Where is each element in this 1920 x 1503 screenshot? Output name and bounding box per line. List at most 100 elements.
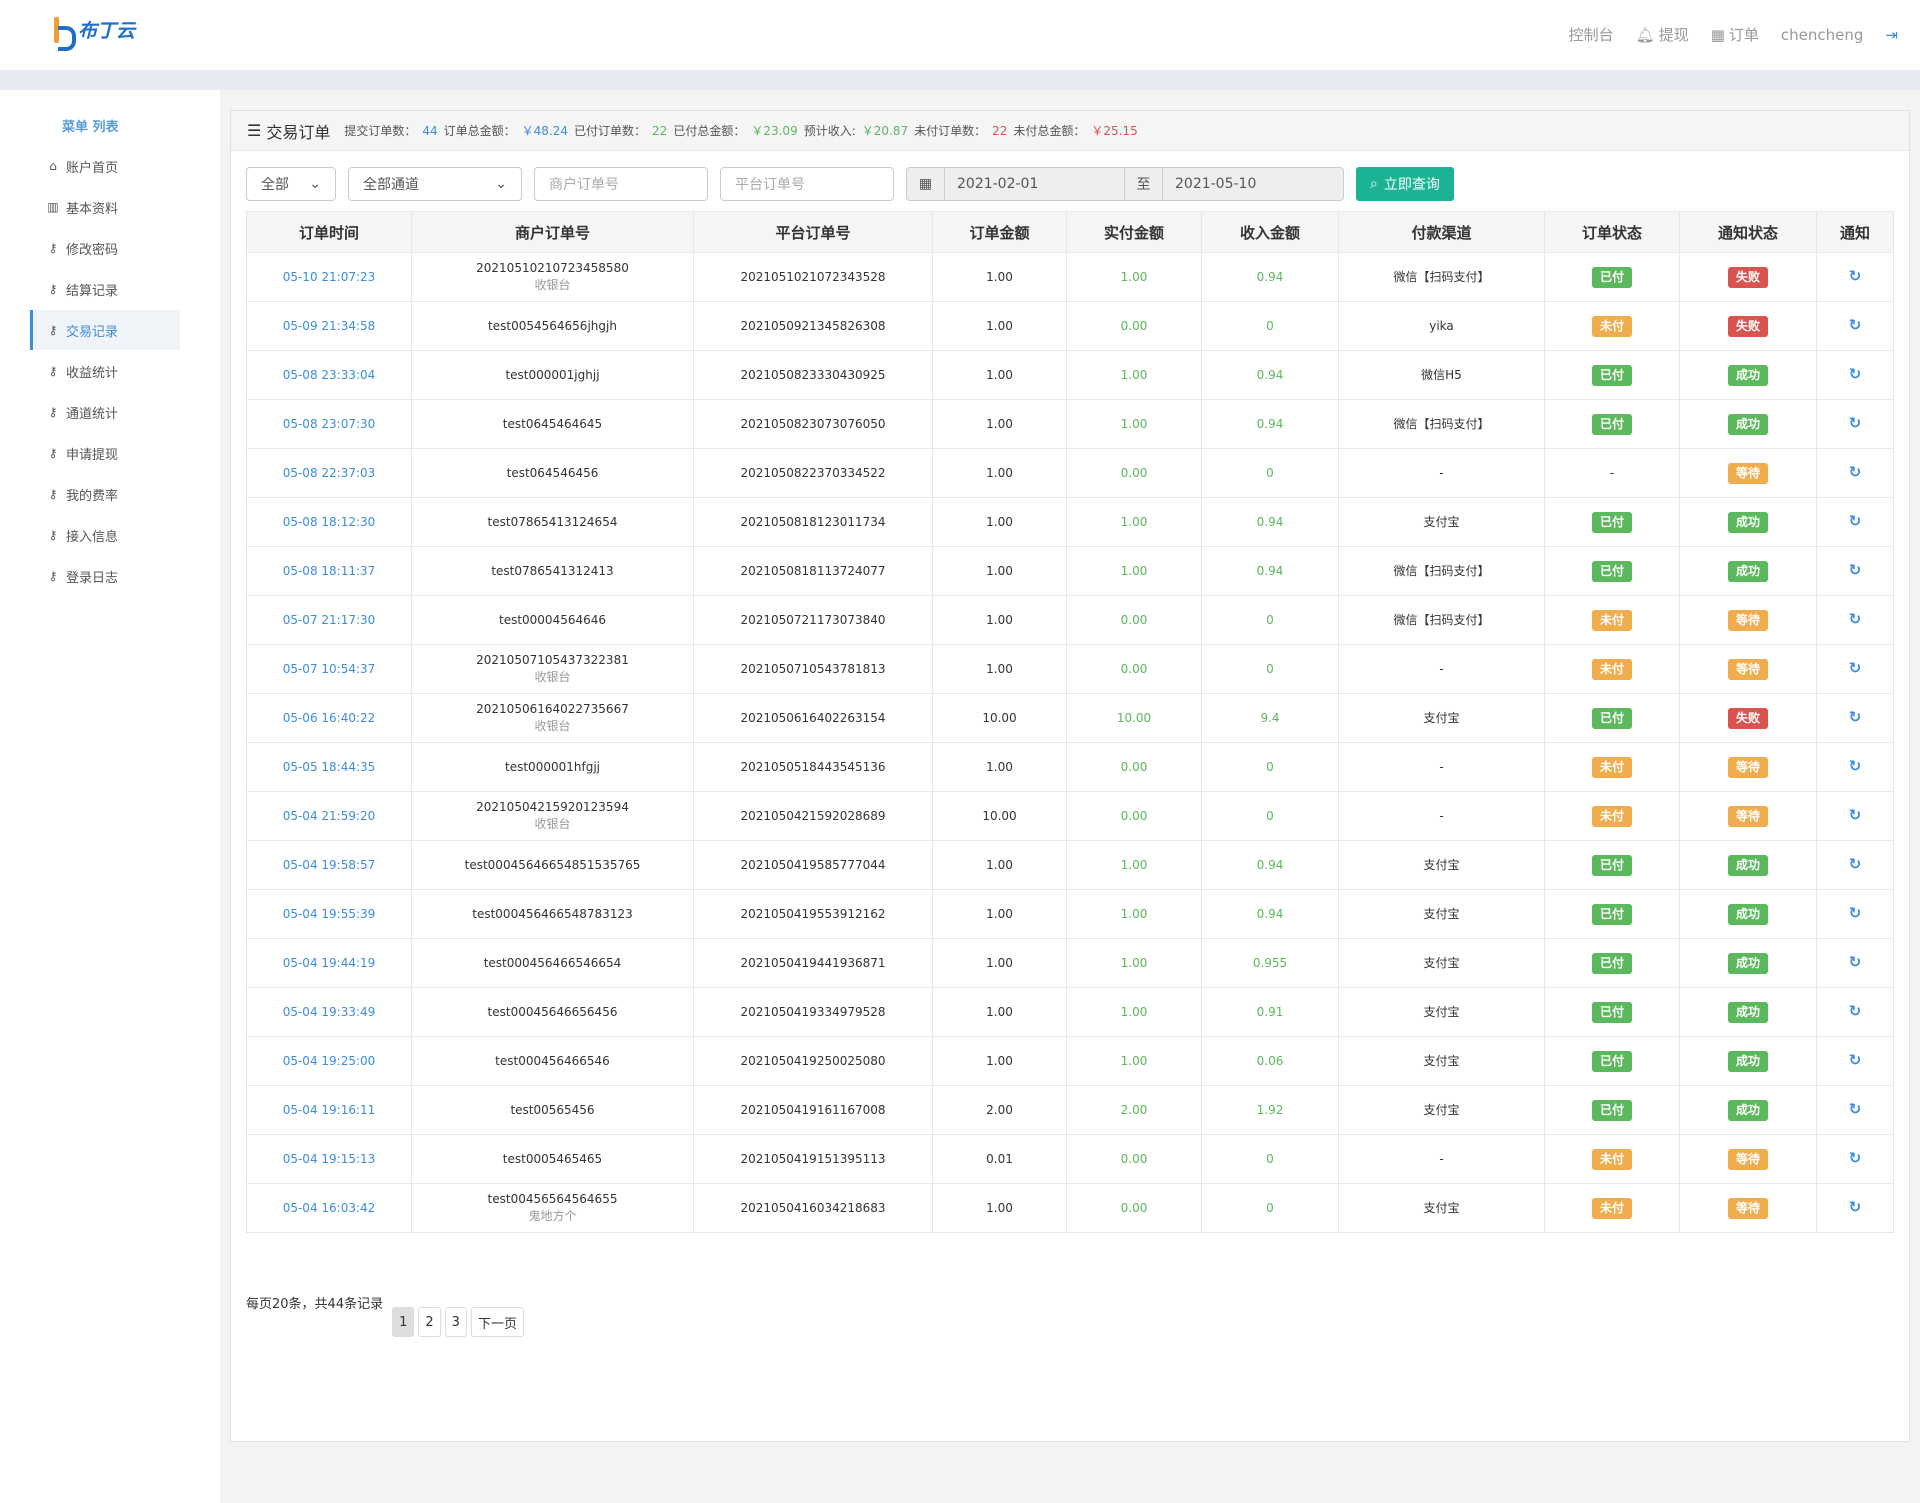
nav-withdraw[interactable]: 🔔︎ 提现 [1636, 24, 1689, 45]
refresh-icon[interactable]: ↻ [1848, 414, 1862, 432]
page-button[interactable]: 3 [444, 1307, 467, 1337]
order-time[interactable]: 05-08 23:33:04 [246, 350, 412, 400]
order-time[interactable]: 05-04 19:55:39 [246, 889, 412, 939]
sidebar-item[interactable]: ⚷ 收益统计 [30, 351, 180, 391]
stat-label: 未付订单数： [914, 124, 987, 138]
order-time[interactable]: 05-04 21:59:20 [246, 791, 412, 841]
order-time[interactable]: 05-07 21:17:30 [246, 595, 412, 645]
sidebar-item[interactable]: ⚷ 申请提现 [30, 433, 180, 473]
sidebar-item[interactable]: ⚷ 接入信息 [30, 515, 180, 555]
key-icon: ⚷ [48, 241, 58, 255]
next-page-button[interactable]: 下一页 [470, 1307, 524, 1337]
refresh-icon[interactable]: ↻ [1848, 1051, 1862, 1069]
platform-order-input[interactable]: 平台订单号 [720, 167, 894, 201]
nav-user[interactable]: chencheng [1781, 24, 1864, 45]
sidebar-item[interactable]: ⚷ 通道统计 [30, 392, 180, 432]
paid-amount: 1.00 [1066, 1036, 1202, 1086]
refresh-icon[interactable]: ↻ [1848, 757, 1862, 775]
stat-unpaid-total: ￥25.15 [1091, 124, 1138, 138]
order-time[interactable]: 05-06 16:40:22 [246, 693, 412, 743]
order-time[interactable]: 05-09 21:34:58 [246, 301, 412, 351]
order-amount: 10.00 [932, 693, 1067, 743]
refresh-icon[interactable]: ↻ [1848, 1149, 1862, 1167]
refresh-icon[interactable]: ↻ [1848, 463, 1862, 481]
page-button[interactable]: 2 [418, 1307, 441, 1337]
refresh-icon[interactable]: ↻ [1848, 512, 1862, 530]
refresh-icon[interactable]: ↻ [1848, 953, 1862, 971]
date-to-input[interactable]: 2021-05-10 [1175, 176, 1257, 192]
income-amount: 0.94 [1201, 497, 1339, 547]
order-time[interactable]: 05-04 19:16:11 [246, 1085, 412, 1135]
order-amount: 1.00 [932, 742, 1067, 792]
order-time[interactable]: 05-08 22:37:03 [246, 448, 412, 498]
notify-cell: ↻ [1816, 938, 1894, 988]
refresh-icon[interactable]: ↻ [1848, 610, 1862, 628]
order-status-cell: 已付 [1544, 546, 1680, 596]
status-select[interactable]: 全部 ⌄ [246, 167, 336, 201]
refresh-icon[interactable]: ↻ [1848, 1100, 1862, 1118]
refresh-icon[interactable]: ↻ [1848, 659, 1862, 677]
refresh-icon[interactable]: ↻ [1848, 855, 1862, 873]
order-time[interactable]: 05-10 21:07:23 [246, 252, 412, 302]
order-time[interactable]: 05-07 10:54:37 [246, 644, 412, 694]
refresh-icon[interactable]: ↻ [1848, 1198, 1862, 1216]
notify-cell: ↻ [1816, 252, 1894, 302]
pay-channel: - [1338, 742, 1545, 792]
order-time[interactable]: 05-04 19:25:00 [246, 1036, 412, 1086]
pagination: 每页20条，共44条记录 1 2 3 下一页 [246, 1279, 524, 1337]
search-button[interactable]: ⌕ 立即查询 [1356, 167, 1454, 201]
username: chencheng [1780, 25, 1864, 44]
refresh-icon[interactable]: ↻ [1848, 806, 1862, 824]
order-amount: 10.00 [932, 791, 1067, 841]
logout-icon[interactable]: ⇥ [1885, 25, 1898, 44]
merchant-order-no: test0054564656jhgjh [488, 318, 617, 333]
order-time[interactable]: 05-04 19:33:49 [246, 987, 412, 1037]
page-button[interactable]: 1 [392, 1307, 415, 1337]
order-time[interactable]: 05-04 19:58:57 [246, 840, 412, 890]
channel-select[interactable]: 全部通道 ⌄ [348, 167, 522, 201]
notify-status-badge: 成功 [1728, 1099, 1768, 1121]
refresh-icon[interactable]: ↻ [1848, 561, 1862, 579]
nav-orders[interactable]: ▦ 订单 [1711, 24, 1759, 45]
refresh-icon[interactable]: ↻ [1848, 1002, 1862, 1020]
order-time[interactable]: 05-04 19:44:19 [246, 938, 412, 988]
order-status-badge: 已付 [1592, 903, 1632, 925]
order-time[interactable]: 05-08 18:11:37 [246, 546, 412, 596]
sidebar-item[interactable]: ⚷ 修改密码 [30, 228, 180, 268]
sidebar-item[interactable]: ⌂ 账户首页 [30, 146, 180, 186]
panel-title: 交易订单 [266, 122, 331, 142]
order-time[interactable]: 05-05 18:44:35 [246, 742, 412, 792]
sidebar-item-label: 修改密码 [66, 242, 119, 258]
sidebar-item[interactable]: ⚷ 结算记录 [30, 269, 180, 309]
paid-amount: 0.00 [1066, 301, 1202, 351]
paid-amount: 1.00 [1066, 889, 1202, 939]
refresh-icon[interactable]: ↻ [1848, 904, 1862, 922]
merchant-order-cell: 20210507105437322381 收银台 [411, 644, 694, 694]
refresh-icon[interactable]: ↻ [1848, 708, 1862, 726]
refresh-icon[interactable]: ↻ [1848, 267, 1862, 285]
merchant-order-no: test00045646656456 [487, 1004, 618, 1019]
refresh-icon[interactable]: ↻ [1848, 365, 1862, 383]
date-from-input[interactable]: 2021-02-01 [945, 168, 1125, 200]
sidebar-item[interactable]: ▥ 基本资料 [30, 187, 180, 227]
order-time[interactable]: 05-04 19:15:13 [246, 1134, 412, 1184]
pay-channel: 支付宝 [1338, 1183, 1545, 1233]
pay-channel: 支付宝 [1338, 840, 1545, 890]
merchant-order-input[interactable]: 商户订单号 [534, 167, 708, 201]
sidebar-item-label: 我的费率 [66, 488, 119, 504]
brand-logo[interactable]: 布丁云 [52, 16, 135, 51]
sidebar-item[interactable]: ⚷ 交易记录 [30, 310, 180, 350]
order-time[interactable]: 05-04 16:03:42 [246, 1183, 412, 1233]
notify-status-cell: 等待 [1679, 742, 1817, 792]
notify-cell: ↻ [1816, 889, 1894, 939]
sidebar-item[interactable]: ⚷ 我的费率 [30, 474, 180, 514]
sidebar-item[interactable]: ⚷ 登录日志 [30, 556, 180, 596]
refresh-icon[interactable]: ↻ [1848, 316, 1862, 334]
placeholder: 商户订单号 [549, 177, 619, 193]
nav-dashboard[interactable]: 控制台 [1569, 24, 1614, 45]
order-time[interactable]: 05-08 23:07:30 [246, 399, 412, 449]
platform-order-no: 2021050710543781813 [693, 644, 933, 694]
order-time[interactable]: 05-08 18:12:30 [246, 497, 412, 547]
order-status-badge: 已付 [1592, 1050, 1632, 1072]
table-row: 05-04 21:59:20 20210504215920123594 收银台 2… [246, 791, 1894, 841]
